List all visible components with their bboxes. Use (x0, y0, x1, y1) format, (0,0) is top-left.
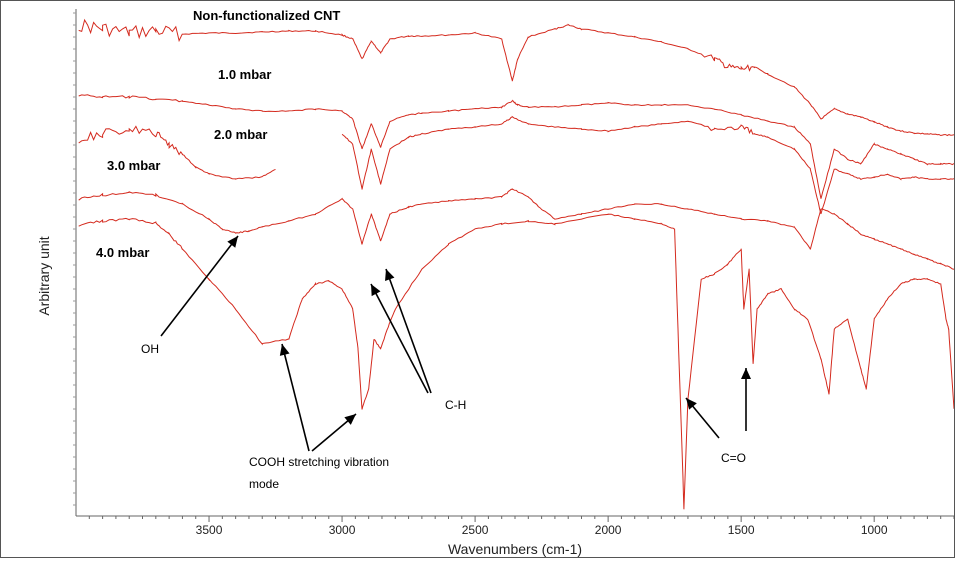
spectra (78, 18, 955, 510)
series-label-2-0-mbar: 2.0 mbar (214, 127, 267, 142)
x-tick-label: 3500 (196, 523, 223, 537)
peak-label-ch: C-H (445, 398, 466, 412)
x-tick-label: 3000 (329, 523, 356, 537)
series-label-3-0-mbar: 3.0 mbar (107, 158, 160, 173)
arrow-shaft (370, 283, 429, 394)
spectrum-line (78, 18, 955, 137)
x-tick-label: 2000 (595, 523, 622, 537)
arrow-head (385, 269, 395, 282)
arrow-shaft (160, 235, 239, 337)
annotation-arrows (160, 235, 751, 452)
spectrum-line (78, 188, 955, 270)
x-tick-label: 1500 (728, 523, 755, 537)
x-axis-title: Wavenumbers (cm-1) (448, 541, 582, 557)
series-label-4-0-mbar: 4.0 mbar (96, 245, 149, 260)
arrow-head (279, 344, 290, 356)
spectrum-line (78, 94, 955, 199)
series-label-1-0-mbar: 1.0 mbar (218, 67, 271, 82)
peak-label-cooh-line2: mode (249, 477, 279, 491)
arrow-head (227, 236, 238, 248)
series-label-non-functionalized: Non-functionalized CNT (193, 8, 340, 23)
arrow-head (371, 284, 381, 297)
arrow-shaft (385, 268, 432, 394)
arrow-head (344, 414, 356, 425)
spectrum-line (78, 213, 955, 510)
peak-label-co: C=O (721, 451, 746, 465)
y-axis-title: Arbitrary unit (36, 236, 52, 315)
arrow-head (686, 398, 697, 410)
arrow-shaft (281, 343, 310, 452)
labels: Non-functionalized CNT 1.0 mbar 2.0 mbar… (36, 8, 746, 557)
peak-label-oh: OH (141, 342, 159, 356)
x-tick-label: 1000 (861, 523, 888, 537)
arrow-head (741, 368, 751, 379)
x-tick-label: 2500 (462, 523, 489, 537)
axes: 3500 3000 2500 2000 1500 1000 (73, 9, 955, 537)
peak-label-cooh-line1: COOH stretching vibration (249, 455, 389, 469)
spectrum-line (78, 115, 955, 215)
